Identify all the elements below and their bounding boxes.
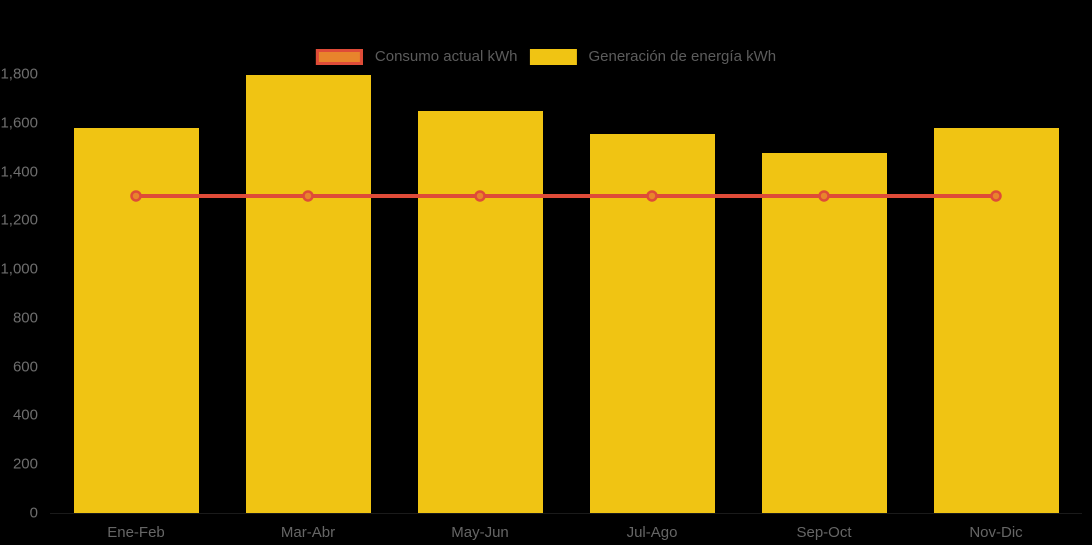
- line-marker-icon[interactable]: [818, 190, 830, 202]
- bar-Mar-Abr[interactable]: [245, 75, 371, 513]
- x-axis-tick-label: Mar-Abr: [280, 524, 336, 541]
- legend-label-generacion-energia: Generación de energía kWh: [588, 48, 777, 65]
- x-axis-tick-label: Jul-Ago: [626, 524, 678, 541]
- x-axis-tick-label: Sep-Oct: [796, 524, 852, 541]
- y-axis-tick-label: 1,600: [0, 114, 38, 132]
- y-axis-tick-label: 1,800: [0, 65, 38, 83]
- line-marker-icon[interactable]: [990, 190, 1002, 202]
- legend-item-consumo-actual[interactable]: Consumo actual kWh: [315, 48, 518, 65]
- x-axis-tick-label: Ene-Feb: [107, 524, 165, 541]
- legend-label-consumo-actual: Consumo actual kWh: [374, 48, 518, 65]
- y-axis-tick-label: 1,200: [0, 211, 38, 229]
- y-axis-tick-label: 200: [12, 455, 38, 473]
- line-marker-icon[interactable]: [302, 190, 314, 202]
- legend-item-generacion-energia[interactable]: Generación de energía kWh: [529, 48, 776, 65]
- legend: Consumo actual kWh Generación de energía…: [315, 48, 776, 65]
- y-axis-tick-label: 0: [29, 504, 38, 522]
- y-axis-tick-label: 1,400: [0, 163, 38, 181]
- x-axis-tick-label: May-Jun: [451, 524, 509, 541]
- y-axis-tick-label: 1,000: [0, 260, 38, 278]
- x-axis-line: [50, 513, 1082, 514]
- legend-swatch-line-icon: [315, 48, 363, 65]
- y-axis-tick-label: 800: [12, 309, 38, 327]
- bar-May-Jun[interactable]: [417, 110, 543, 513]
- line-marker-icon[interactable]: [646, 190, 658, 202]
- x-axis-tick-label: Nov-Dic: [969, 524, 1023, 541]
- bar-Sep-Oct[interactable]: [761, 153, 887, 513]
- y-axis-tick-label: 400: [12, 406, 38, 424]
- y-axis-tick-label: 600: [12, 358, 38, 376]
- line-marker-icon[interactable]: [130, 190, 142, 202]
- legend-swatch-bar-icon: [529, 48, 577, 65]
- line-marker-icon[interactable]: [474, 190, 486, 202]
